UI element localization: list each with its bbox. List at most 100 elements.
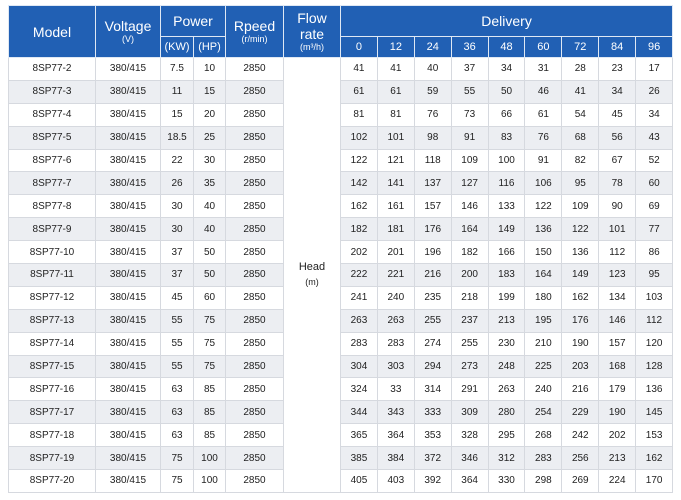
table-row: 8SP77-3 380/415 11 15 2850 61 61 59 55 50 46 41 34 26 <box>8 79 674 104</box>
cell: 190 <box>561 331 600 356</box>
cell: 343 <box>376 400 415 425</box>
cell: 364 <box>450 469 489 493</box>
cell: 2850 <box>225 102 284 127</box>
cell: 2850 <box>225 171 284 196</box>
cell: 324 <box>340 377 378 402</box>
cell: 330 <box>487 469 526 493</box>
cell: 365 <box>340 423 378 448</box>
cell: 52 <box>635 148 674 173</box>
cell: 344 <box>340 400 378 425</box>
cell: 2850 <box>225 446 284 471</box>
cell: 166 <box>487 240 526 265</box>
header-cell: Voltage (V) <box>95 5 161 58</box>
cell: 37 <box>160 263 194 287</box>
cell: 346 <box>450 446 489 471</box>
cell: 2850 <box>225 57 284 81</box>
cell: 37 <box>450 57 489 81</box>
cell: 25 <box>193 125 226 150</box>
cell: 380/415 <box>95 377 161 402</box>
cell: 123 <box>598 263 637 287</box>
header-unit: (V) <box>122 34 134 44</box>
table-row: 8SP77-11 380/415 37 50 2850 222 221 216 200 183 16… <box>8 263 674 287</box>
cell: 2850 <box>225 263 284 287</box>
header-text: Delivery <box>481 13 532 29</box>
cell: 146 <box>598 308 637 333</box>
table-row: 8SP77-17 380/415 63 85 2850 344 343 333 309 280 25… <box>8 400 674 425</box>
header-row: Model Voltage (V) Power Rpeed (r/min) Flow… <box>8 5 674 58</box>
header-unit: (m³/h) <box>300 42 324 52</box>
table-row: 8SP77-12 380/415 45 60 2850 241 240 235 218 199 18… <box>8 285 674 310</box>
cell: 15 <box>193 79 226 104</box>
header-text: Rpeed <box>233 18 276 34</box>
cell: 176 <box>561 308 600 333</box>
cell: 34 <box>635 102 674 127</box>
cell: 235 <box>413 285 452 310</box>
cell: 55 <box>160 308 194 333</box>
header-cell: Flow rate (m³/h) <box>283 5 341 58</box>
cell: 162 <box>635 446 674 471</box>
cell: 380/415 <box>95 57 161 81</box>
cell: 8SP77-14 <box>8 331 96 356</box>
cell: 50 <box>193 263 226 287</box>
cell: 46 <box>524 79 563 104</box>
cell: 2850 <box>225 331 284 356</box>
cell: 254 <box>524 400 563 425</box>
cell: 118 <box>413 148 452 173</box>
cell: 333 <box>413 400 452 425</box>
head-unit: (m) <box>305 276 319 287</box>
cell: 190 <box>598 400 637 425</box>
cell: 255 <box>450 331 489 356</box>
cell: 85 <box>193 400 226 425</box>
cell: 18.5 <box>160 125 194 150</box>
cell: 8SP77-7 <box>8 171 96 196</box>
cell: 142 <box>340 171 378 196</box>
cell: 81 <box>340 102 378 127</box>
cell: 283 <box>524 446 563 471</box>
table-row: 8SP77-19 380/415 75 100 2850 385 384 372 346 312 2… <box>8 446 674 471</box>
header-cell: 24 <box>413 36 452 58</box>
head-cell: Head (m) <box>283 57 341 493</box>
cell: 63 <box>160 400 194 425</box>
cell: 2850 <box>225 423 284 448</box>
cell: 229 <box>561 400 600 425</box>
cell: 55 <box>160 354 194 379</box>
cell: 303 <box>376 354 415 379</box>
cell: 269 <box>561 469 600 493</box>
cell: 8SP77-11 <box>8 263 96 287</box>
cell: 380/415 <box>95 217 161 242</box>
cell: 2850 <box>225 308 284 333</box>
cell: 61 <box>376 79 415 104</box>
cell: 8SP77-5 <box>8 125 96 150</box>
cell: 149 <box>561 263 600 287</box>
cell: 255 <box>413 308 452 333</box>
cell: 50 <box>487 79 526 104</box>
cell: 75 <box>160 469 194 493</box>
cell: 102 <box>340 125 378 150</box>
cell: 328 <box>450 423 489 448</box>
cell: 2850 <box>225 469 284 493</box>
cell: 380/415 <box>95 79 161 104</box>
cell: 78 <box>598 171 637 196</box>
cell: 136 <box>635 377 674 402</box>
cell: 59 <box>413 79 452 104</box>
cell: 73 <box>450 102 489 127</box>
cell: 304 <box>340 354 378 379</box>
cell: 216 <box>413 263 452 287</box>
cell: 157 <box>598 331 637 356</box>
cell: 7.5 <box>160 57 194 81</box>
cell: 176 <box>413 217 452 242</box>
cell: 106 <box>524 171 563 196</box>
table-row: 8SP77-8 380/415 30 40 2850 162 161 157 146 133 122… <box>8 194 674 219</box>
cell: 164 <box>524 263 563 287</box>
cell: 2850 <box>225 240 284 265</box>
cell: 8SP77-3 <box>8 79 96 104</box>
table-row: 8SP77-7 380/415 26 35 2850 142 141 137 127 116 106… <box>8 171 674 196</box>
cell: 182 <box>340 217 378 242</box>
cell: 405 <box>340 469 378 493</box>
cell: 2850 <box>225 148 284 173</box>
cell: 202 <box>340 240 378 265</box>
cell: 225 <box>524 354 563 379</box>
cell: 66 <box>487 102 526 127</box>
cell: 145 <box>635 400 674 425</box>
table-row: 8SP77-18 380/415 63 85 2850 365 364 353 328 295 26… <box>8 423 674 448</box>
